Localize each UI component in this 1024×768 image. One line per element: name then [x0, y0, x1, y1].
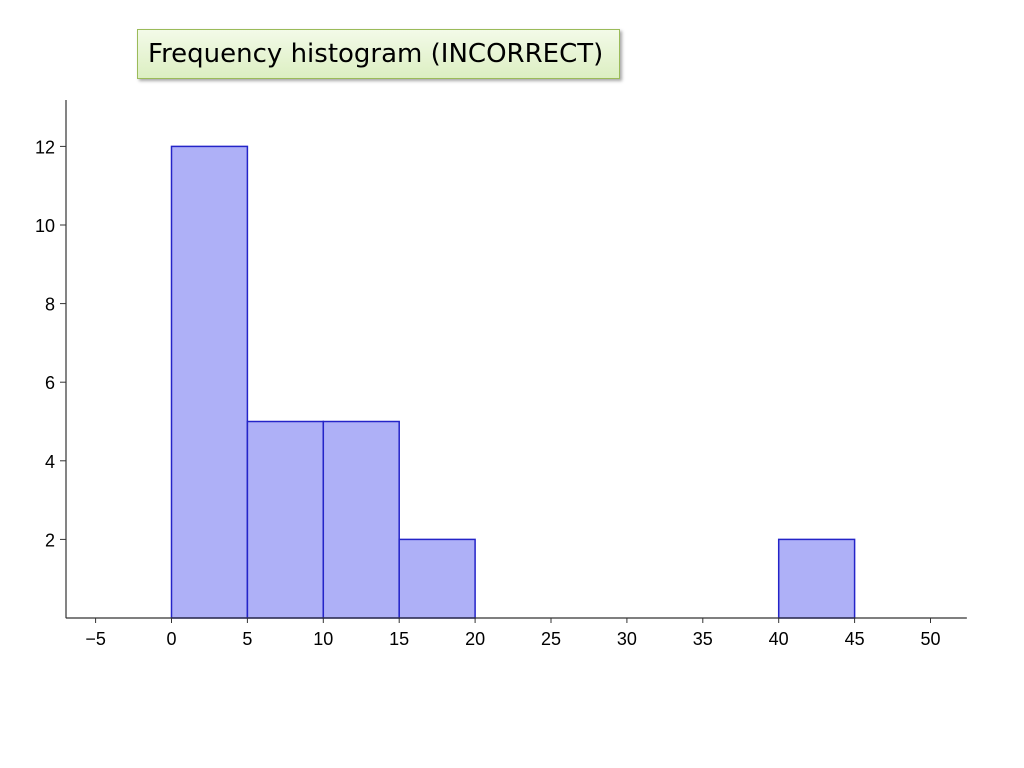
x-tick-label: 0 — [166, 629, 176, 649]
y-tick-label: 6 — [45, 373, 55, 393]
x-tick-label: 15 — [389, 629, 409, 649]
x-tick-label: 10 — [313, 629, 333, 649]
y-tick-label: 2 — [45, 530, 55, 550]
histogram-bar-3 — [398, 538, 476, 619]
x-ticks-group: −5 0 5 10 15 20 25 30 35 40 45 50 — [85, 618, 941, 649]
y-ticks-group: 2 4 6 8 10 12 — [35, 137, 66, 550]
chart-title: Frequency histogram (INCORRECT) — [137, 29, 620, 79]
axes-group — [65, 100, 967, 619]
x-tick-label: 35 — [693, 629, 713, 649]
x-tick-label: 20 — [465, 629, 485, 649]
x-tick-label: 40 — [769, 629, 789, 649]
bars-group — [170, 145, 856, 619]
histogram-bar-8 — [777, 538, 856, 619]
histogram-bar-2 — [322, 420, 400, 619]
x-tick-label: 50 — [920, 629, 940, 649]
histogram-bar-1 — [246, 420, 325, 619]
y-tick-label: 8 — [45, 295, 55, 315]
y-tick-label: 10 — [35, 216, 55, 236]
histogram-bar-0 — [170, 145, 249, 619]
x-tick-label: 45 — [845, 629, 865, 649]
y-tick-label: 4 — [45, 452, 55, 472]
x-tick-label: 5 — [242, 629, 252, 649]
x-tick-label: −5 — [85, 629, 106, 649]
y-tick-label: 12 — [35, 137, 55, 157]
x-tick-label: 30 — [617, 629, 637, 649]
x-tick-label: 25 — [541, 629, 561, 649]
